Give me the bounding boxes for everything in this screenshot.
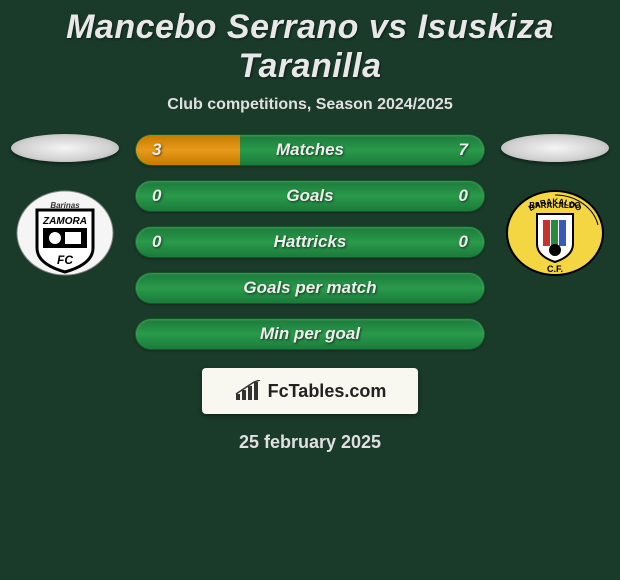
stat-label: Hattricks — [274, 232, 347, 252]
stat-bar-goals-per-match: Goals per match — [135, 272, 485, 304]
stat-value-right: 0 — [459, 186, 468, 206]
main-row: Barinas ZAMORA FC 3 Matches 7 0 Goals 0 0 Hattr… — [0, 134, 620, 350]
left-side: Barinas ZAMORA FC — [5, 134, 125, 276]
team-badge-right: BARAKALDO BARAKALDO C.F. — [505, 190, 605, 276]
stat-label: Matches — [276, 140, 344, 160]
svg-text:BARAKALDO: BARAKALDO — [529, 201, 581, 210]
stat-bar-hattricks: 0 Hattricks 0 — [135, 226, 485, 258]
stat-value-left: 0 — [152, 186, 161, 206]
stat-label: Goals per match — [243, 278, 376, 298]
stat-value-left: 3 — [152, 140, 161, 160]
stat-value-right: 0 — [459, 232, 468, 252]
stat-bar-min-per-goal: Min per goal — [135, 318, 485, 350]
right-side: BARAKALDO BARAKALDO C.F. — [495, 134, 615, 276]
stat-bar-goals: 0 Goals 0 — [135, 180, 485, 212]
brand-text: FcTables.com — [268, 381, 387, 402]
player-ellipse-left — [11, 134, 119, 162]
stat-label: Min per goal — [260, 324, 360, 344]
comparison-date: 25 february 2025 — [0, 432, 620, 453]
stat-value-left: 0 — [152, 232, 161, 252]
brand-logo[interactable]: FcTables.com — [202, 368, 418, 414]
svg-text:ZAMORA: ZAMORA — [42, 216, 87, 227]
svg-text:C.F.: C.F. — [547, 264, 563, 274]
stat-bar-matches: 3 Matches 7 — [135, 134, 485, 166]
svg-text:FC: FC — [57, 253, 73, 267]
team-badge-left: Barinas ZAMORA FC — [15, 190, 115, 276]
season-subtitle: Club competitions, Season 2024/2025 — [0, 96, 620, 114]
comparison-title: Mancebo Serrano vs Isuskiza Taranilla — [0, 8, 620, 86]
stat-label: Goals — [286, 186, 333, 206]
stat-value-right: 7 — [459, 140, 468, 160]
player-ellipse-right — [501, 134, 609, 162]
stat-bars: 3 Matches 7 0 Goals 0 0 Hattricks 0 Goals per mat… — [135, 134, 485, 350]
chart-icon — [234, 380, 262, 402]
